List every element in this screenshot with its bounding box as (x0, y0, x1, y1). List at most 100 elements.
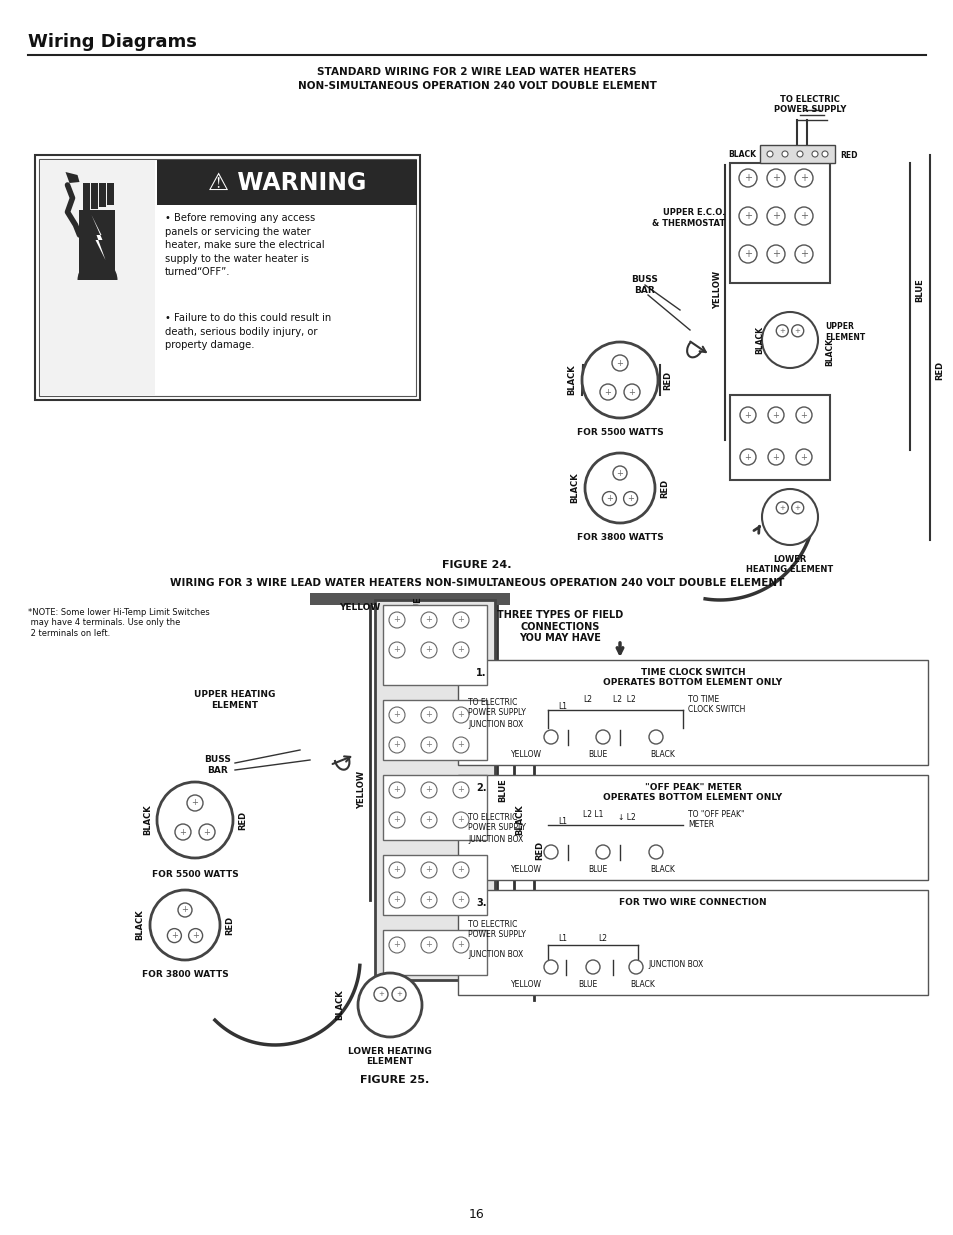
Circle shape (199, 824, 214, 840)
Text: BLUE: BLUE (413, 597, 422, 620)
Text: WIRING FOR 3 WIRE LEAD WATER HEATERS NON-SIMULTANEOUS OPERATION 240 VOLT DOUBLE : WIRING FOR 3 WIRE LEAD WATER HEATERS NON… (170, 578, 783, 588)
Text: +: + (743, 211, 751, 221)
Circle shape (740, 450, 755, 466)
Text: UPPER E.C.O.
& THERMOSTAT: UPPER E.C.O. & THERMOSTAT (651, 209, 724, 227)
Circle shape (389, 706, 405, 722)
Text: BLUE: BLUE (915, 278, 923, 301)
Text: FOR 3800 WATTS: FOR 3800 WATTS (576, 534, 662, 542)
Text: +: + (394, 941, 400, 950)
Text: +: + (771, 211, 780, 221)
Circle shape (795, 450, 811, 466)
Text: UPPER HEATING
ELEMENT: UPPER HEATING ELEMENT (194, 690, 275, 710)
Circle shape (794, 245, 812, 263)
Text: POWER SUPPLY: POWER SUPPLY (468, 823, 525, 832)
Text: Wiring Diagrams: Wiring Diagrams (28, 33, 196, 51)
Text: +: + (377, 992, 383, 998)
Text: 2.: 2. (476, 783, 486, 793)
Text: +: + (800, 249, 807, 259)
Wedge shape (77, 261, 117, 280)
Text: +: + (743, 410, 751, 420)
Text: FOR 3800 WATTS: FOR 3800 WATTS (141, 969, 228, 979)
Text: +: + (771, 173, 780, 183)
Text: +: + (616, 468, 622, 478)
Circle shape (389, 782, 405, 798)
Circle shape (453, 937, 469, 953)
Bar (760, 144, 834, 163)
Text: UPPER
ELEMENT: UPPER ELEMENT (824, 322, 864, 342)
Text: +: + (772, 452, 779, 462)
Text: YELLOW: YELLOW (510, 750, 541, 760)
Text: BLUE: BLUE (498, 778, 507, 802)
Bar (457, 890, 927, 995)
Circle shape (601, 492, 616, 505)
Text: BUSS
BAR: BUSS BAR (631, 275, 658, 295)
Circle shape (628, 960, 642, 974)
Text: +: + (457, 615, 464, 625)
Circle shape (420, 737, 436, 753)
Bar (84, 183, 91, 211)
Circle shape (648, 730, 662, 743)
Text: +: + (743, 173, 751, 183)
Circle shape (740, 408, 755, 424)
Bar (40, 161, 154, 395)
Circle shape (453, 706, 469, 722)
Circle shape (596, 730, 609, 743)
Text: YELLOW: YELLOW (357, 771, 366, 809)
Text: TO "OFF PEAK": TO "OFF PEAK" (687, 810, 743, 819)
Polygon shape (66, 172, 79, 183)
Circle shape (453, 892, 469, 908)
Text: CLOCK SWITCH: CLOCK SWITCH (687, 705, 744, 714)
Text: +: + (605, 494, 612, 503)
Text: +: + (425, 785, 432, 794)
Text: L1: L1 (558, 818, 566, 826)
Circle shape (420, 642, 436, 658)
Circle shape (178, 903, 192, 918)
Text: L2: L2 (582, 695, 592, 704)
Text: TO ELECTRIC: TO ELECTRIC (468, 698, 517, 706)
Text: RED: RED (840, 151, 857, 159)
Circle shape (389, 862, 405, 878)
Text: BLACK: BLACK (570, 473, 578, 504)
Text: +: + (457, 895, 464, 904)
Text: YELLOW: YELLOW (713, 270, 721, 309)
Text: L1: L1 (558, 934, 566, 944)
Text: +: + (626, 494, 634, 503)
Circle shape (761, 312, 817, 368)
Text: +: + (604, 388, 611, 396)
Text: RED: RED (535, 841, 544, 860)
Circle shape (781, 151, 787, 157)
Text: BLACK: BLACK (335, 989, 344, 1020)
Circle shape (389, 811, 405, 827)
Text: +: + (743, 452, 751, 462)
Text: ⚠ WARNING: ⚠ WARNING (208, 170, 366, 194)
Text: +: + (772, 410, 779, 420)
Text: RED: RED (935, 361, 943, 379)
Text: NON-SIMULTANEOUS OPERATION 240 VOLT DOUBLE ELEMENT: NON-SIMULTANEOUS OPERATION 240 VOLT DOUB… (297, 82, 656, 91)
Circle shape (739, 245, 757, 263)
Circle shape (150, 890, 220, 960)
Text: BLACK: BLACK (755, 326, 763, 354)
Text: RED: RED (659, 478, 669, 498)
Bar (382, 855, 486, 915)
Text: TO TIME: TO TIME (687, 695, 719, 704)
Text: • Failure to do this could result in
death, serious bodily injury, or
property d: • Failure to do this could result in dea… (165, 312, 331, 351)
Text: +: + (779, 327, 784, 333)
Bar (729, 163, 829, 283)
Circle shape (623, 384, 639, 400)
Circle shape (739, 169, 757, 186)
Bar (91, 183, 98, 209)
Text: +: + (457, 741, 464, 750)
Text: THREE TYPES OF FIELD
CONNECTIONS
YOU MAY HAVE: THREE TYPES OF FIELD CONNECTIONS YOU MAY… (497, 610, 622, 643)
Circle shape (581, 342, 658, 417)
Text: POWER SUPPLY: POWER SUPPLY (468, 930, 525, 939)
Text: +: + (425, 941, 432, 950)
Circle shape (811, 151, 817, 157)
Text: +: + (800, 452, 806, 462)
Circle shape (596, 845, 609, 860)
Text: +: + (800, 173, 807, 183)
Text: YELLOW: YELLOW (339, 604, 380, 613)
Bar (108, 183, 114, 205)
Circle shape (543, 845, 558, 860)
Text: +: + (394, 866, 400, 874)
Text: +: + (457, 815, 464, 825)
